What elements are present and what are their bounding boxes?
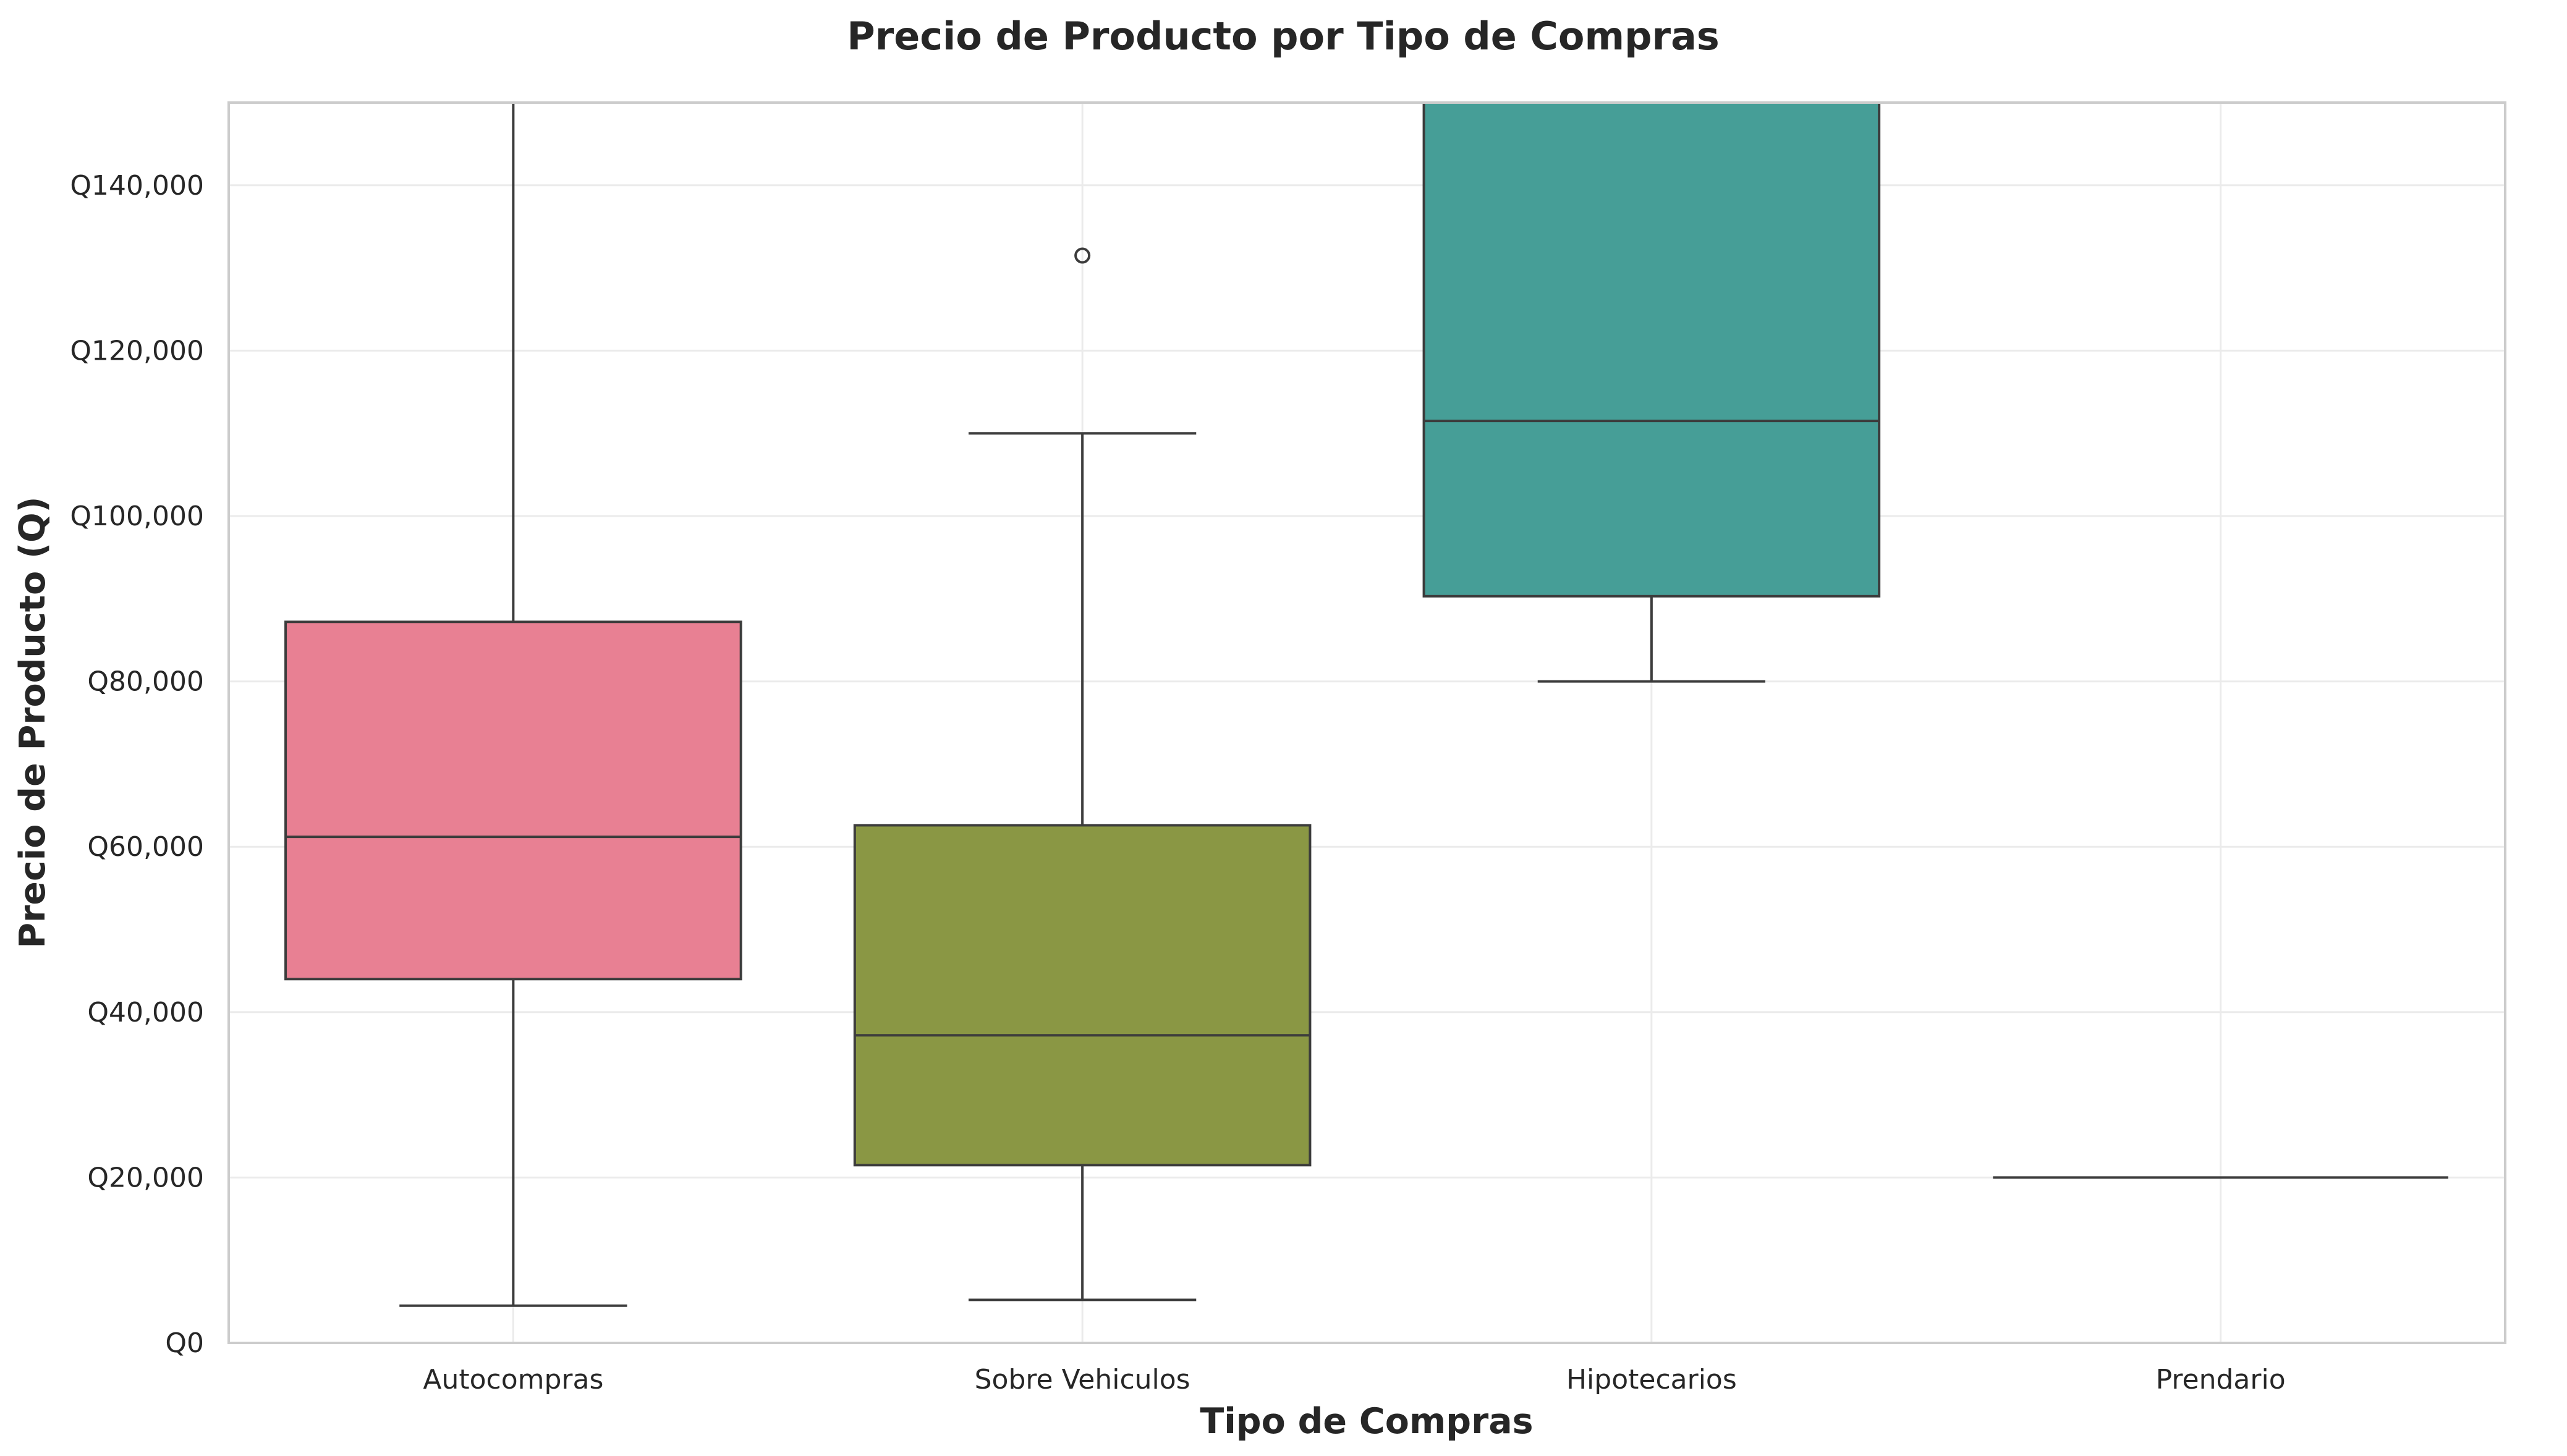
- y-tick-label: Q60,000: [87, 831, 204, 863]
- y-tick-label: Q140,000: [70, 170, 204, 201]
- box-body: [284, 620, 742, 981]
- y-axis-label: Precio de Producto (Q): [12, 496, 53, 948]
- y-tick-label: Q120,000: [70, 335, 204, 366]
- chart-title: Precio de Producto por Tipo de Compras: [847, 14, 1720, 59]
- y-axis-ticks: Q0 Q20,000 Q40,000 Q60,000 Q80,000 Q100,000 Q1…: [70, 170, 204, 1359]
- box-autocompras: [284, 103, 742, 1307]
- y-tick-label: Q20,000: [87, 1162, 204, 1193]
- x-axis-label: Tipo de Compras: [1200, 1401, 1533, 1442]
- box-hipotecarios: [1422, 101, 1881, 683]
- x-axis-ticks: Autocompras Sobre Vehiculos Hipotecarios Pr…: [423, 1364, 2285, 1395]
- x-tick-label: Prendario: [2156, 1364, 2286, 1395]
- y-tick-label: Q40,000: [87, 997, 204, 1028]
- y-tick-label: Q0: [165, 1327, 204, 1359]
- outlier-point: [1074, 247, 1091, 264]
- y-tick-label: Q80,000: [87, 666, 204, 698]
- box-sobre-vehiculos: [853, 247, 1312, 1302]
- x-tick-label: Autocompras: [423, 1364, 603, 1395]
- box-body: [1422, 101, 1881, 598]
- plot-frame: [227, 101, 2506, 1344]
- x-tick-label: Hipotecarios: [1566, 1364, 1737, 1395]
- x-tick-label: Sobre Vehiculos: [975, 1364, 1190, 1395]
- box-layer: [284, 101, 2448, 1307]
- y-tick-label: Q100,000: [70, 501, 204, 532]
- box-body: [853, 824, 1312, 1167]
